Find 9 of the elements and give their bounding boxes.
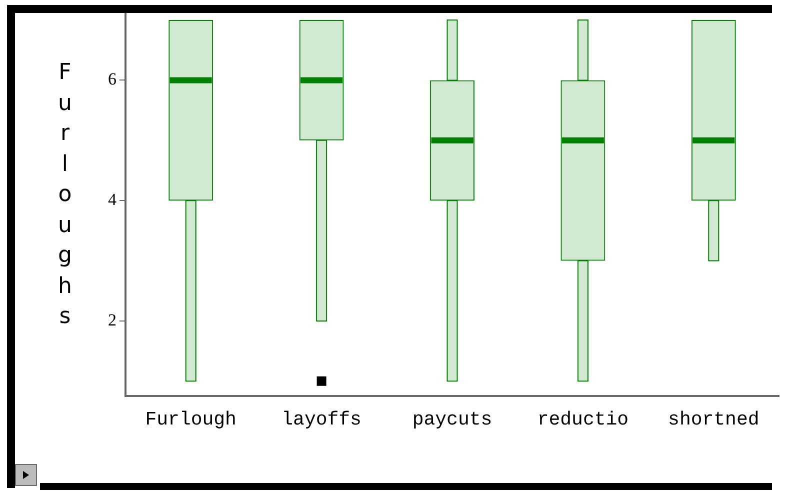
y-tick-label: 6 — [108, 70, 116, 89]
x-tick-label: reductio — [537, 408, 629, 431]
x-tick-label: layoffs — [282, 408, 362, 431]
x-tick-label: paycuts — [412, 408, 492, 431]
x-tick-label: Furlough — [145, 408, 236, 431]
y-tick-label: 2 — [108, 310, 116, 330]
y-tick-label: 4 — [108, 190, 117, 210]
x-tick-label: shortned — [668, 408, 760, 431]
text: Furloughs — [58, 60, 72, 329]
